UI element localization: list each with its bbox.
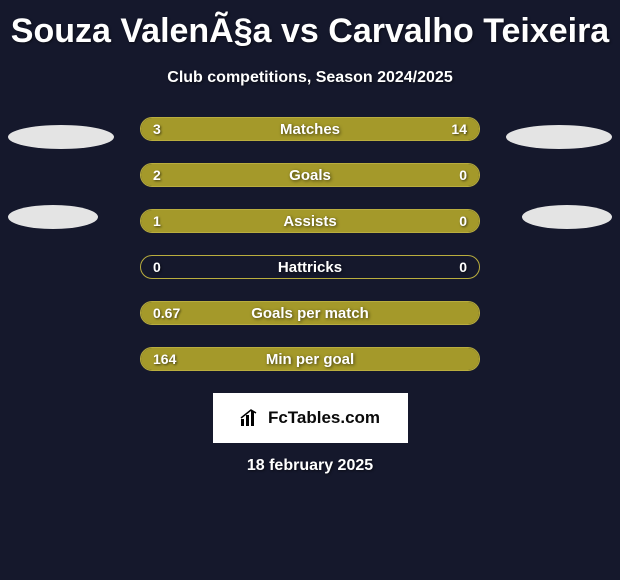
right-avatar-ellipses (506, 125, 612, 229)
stat-bar-left-segment (141, 302, 479, 324)
stat-bar-left-value: 0 (141, 256, 173, 278)
stat-bar-left-segment (141, 210, 405, 232)
stat-bar-row: Matches314 (140, 117, 480, 141)
date-label: 18 february 2025 (0, 457, 620, 475)
fctables-logo: FcTables.com (213, 393, 408, 443)
stat-bar-label: Hattricks (141, 256, 479, 278)
logo-text: FcTables.com (268, 408, 380, 428)
page-title: Souza ValenÃ§a vs Carvalho Teixeira (0, 0, 620, 51)
stat-bar-left-segment (141, 348, 479, 370)
stat-bar-row: Hattricks0 0 (140, 255, 480, 279)
avatar-ellipse (506, 125, 612, 149)
stat-bar-right-segment (405, 210, 479, 232)
stat-bar-left-segment (141, 164, 405, 186)
stat-bar-right-segment (202, 118, 479, 140)
avatar-ellipse (522, 205, 612, 229)
stat-bars: Matches314 Goals20 Assists10 Hattricks0 0 Goa… (140, 117, 480, 371)
stat-bar-right-segment (405, 164, 479, 186)
stat-bar-right-value: 0 (447, 256, 479, 278)
chart-icon (240, 408, 262, 428)
comparison-content: Matches314 Goals20 Assists10 Hattricks0 0 Goa… (0, 117, 620, 475)
left-avatar-ellipses (8, 125, 114, 229)
avatar-ellipse (8, 125, 114, 149)
stat-bar-row: Goals20 (140, 163, 480, 187)
stat-bar-row: Goals per match0.67 (140, 301, 480, 325)
subtitle: Club competitions, Season 2024/2025 (0, 69, 620, 87)
avatar-ellipse (8, 205, 98, 229)
stat-bar-row: Assists10 (140, 209, 480, 233)
stat-bar-left-segment (141, 118, 202, 140)
stat-bar-row: Min per goal164 (140, 347, 480, 371)
